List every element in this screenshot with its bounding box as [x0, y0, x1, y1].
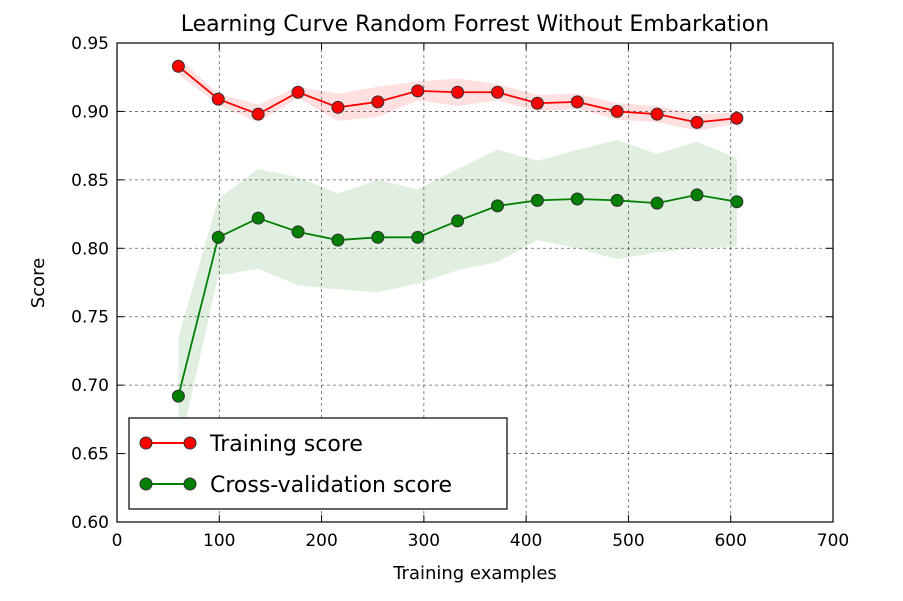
- series-0-point: [211, 92, 225, 106]
- series-0-point: [291, 85, 305, 99]
- series-0-point: [730, 111, 744, 125]
- series-1-point: [491, 199, 505, 213]
- y-tick-label: 0.65: [71, 445, 109, 465]
- series-1-point: [171, 389, 185, 403]
- series-1-point: [530, 193, 544, 207]
- x-tick-label: 400: [510, 531, 542, 551]
- x-tick-label: 600: [714, 531, 746, 551]
- legend-training-label: Training score: [209, 432, 363, 457]
- x-axis-label: Training examples: [392, 563, 557, 584]
- series-1-point: [690, 188, 704, 202]
- series-0-point: [610, 104, 624, 118]
- legend-cv-marker: [139, 477, 153, 491]
- series-1-point: [451, 214, 465, 228]
- series-1-point: [251, 211, 265, 225]
- chart-title: Learning Curve Random Forrest Without Em…: [181, 12, 769, 37]
- x-tick-label: 500: [612, 531, 644, 551]
- series-1-point: [570, 192, 584, 206]
- y-tick-label: 0.85: [71, 171, 109, 191]
- y-tick-label: 0.60: [71, 513, 109, 533]
- series-1-band: [178, 140, 737, 454]
- series-1-point: [610, 193, 624, 207]
- series-0-point: [530, 96, 544, 110]
- legend-training-marker: [183, 436, 197, 450]
- series-0-point: [371, 95, 385, 109]
- series-0-point: [690, 115, 704, 129]
- legend-cv-label: Cross-validation score: [210, 473, 452, 498]
- series-1-point: [331, 233, 345, 247]
- series-1-point: [411, 230, 425, 244]
- legend-cv-marker: [183, 477, 197, 491]
- x-tick-label: 300: [408, 531, 440, 551]
- series-0-point: [570, 95, 584, 109]
- y-tick-label: 0.75: [71, 308, 109, 328]
- legend-training-marker: [139, 436, 153, 450]
- series-0-point: [491, 85, 505, 99]
- series-1-point: [371, 230, 385, 244]
- x-tick-label: 0: [112, 531, 123, 551]
- y-tick-label: 0.95: [71, 34, 109, 54]
- series-1-point: [291, 225, 305, 239]
- series-0-point: [331, 100, 345, 114]
- plot-frame: [116, 42, 834, 523]
- x-tick-label: 200: [305, 531, 337, 551]
- series-0-point: [650, 107, 664, 121]
- legend-box: [128, 417, 508, 510]
- series-0-point: [171, 59, 185, 73]
- series-0-point: [251, 107, 265, 121]
- series-1-point: [650, 196, 664, 210]
- y-axis-label: Score: [28, 258, 49, 308]
- x-tick-label: 100: [203, 531, 235, 551]
- axis-ticks: 0 100 200 300 400 500 600 700 0.60 0.65 0.70 0.75 0.…: [71, 34, 849, 551]
- y-tick-label: 0.70: [71, 376, 109, 396]
- grid-lines: [117, 43, 833, 522]
- series-0-point: [451, 85, 465, 99]
- x-tick-label: 700: [817, 531, 849, 551]
- y-tick-label: 0.90: [71, 102, 109, 122]
- y-tick-label: 0.80: [71, 239, 109, 259]
- series-0-point: [411, 84, 425, 98]
- series-markers: [171, 59, 744, 403]
- legend: Training score Cross-validation score: [128, 417, 508, 510]
- series-1-point: [730, 195, 744, 209]
- series-1-point: [211, 230, 225, 244]
